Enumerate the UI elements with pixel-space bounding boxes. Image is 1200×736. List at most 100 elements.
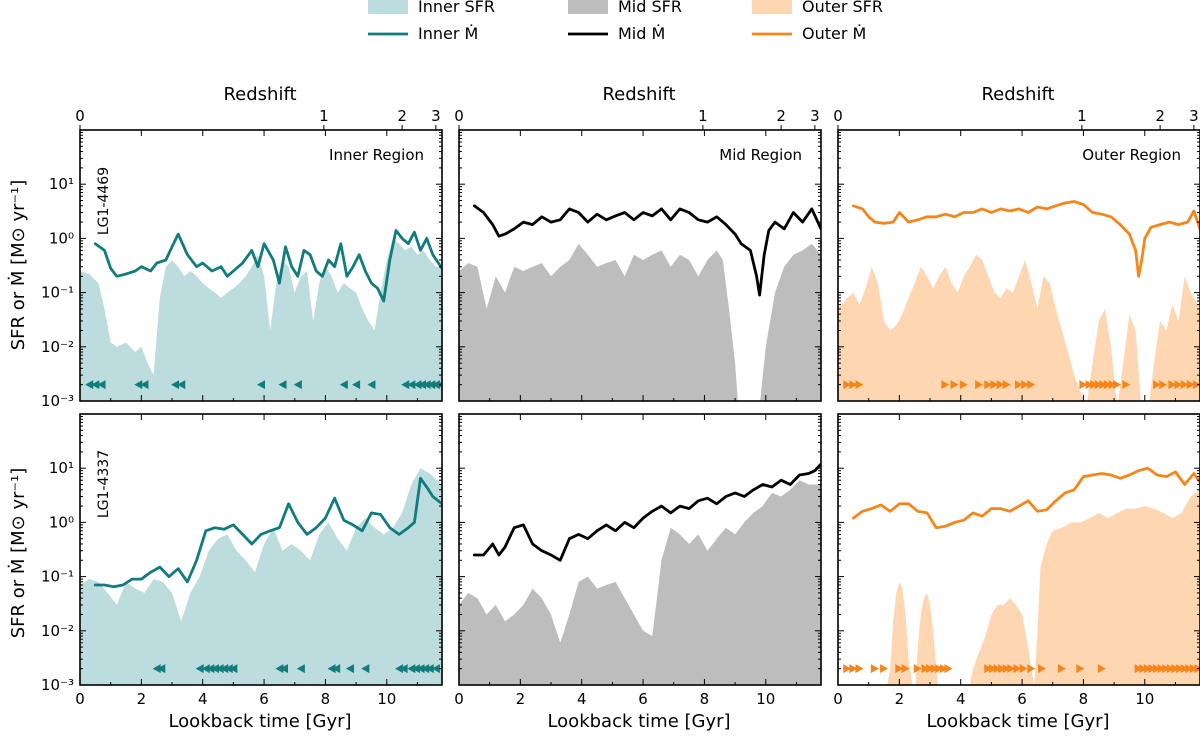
sfr-area bbox=[887, 489, 1200, 685]
legend-label: Outer SFR bbox=[802, 0, 883, 16]
flow-arrow-marker bbox=[293, 380, 302, 390]
flow-arrow-marker bbox=[195, 664, 204, 674]
flow-arrow-marker bbox=[1099, 380, 1108, 390]
redshift-tick-label: 2 bbox=[776, 107, 786, 125]
flow-arrow-marker bbox=[849, 664, 858, 674]
legend: Inner SFR Mid SFR Outer SFR Inner Ṁ Mid Ṁ Out… bbox=[368, 0, 883, 43]
flow-arrow-marker bbox=[1027, 664, 1036, 674]
flow-arrow-marker bbox=[1166, 664, 1175, 674]
redshift-tick-label: 2 bbox=[397, 107, 407, 125]
x-axis-label-outer: Lookback time [Gyr] bbox=[926, 711, 1109, 732]
y-tick-label: 10⁻² bbox=[41, 622, 74, 640]
panel-plot-area bbox=[80, 468, 442, 685]
x-tick-label: 2 bbox=[137, 690, 147, 708]
flow-arrow-marker bbox=[1085, 380, 1094, 390]
panel-plot-area bbox=[80, 229, 442, 401]
flow-arrow-marker bbox=[959, 380, 968, 390]
redshift-tick-label: 2 bbox=[1155, 107, 1165, 125]
mdot-line bbox=[93, 476, 442, 589]
flow-arrow-marker bbox=[1168, 380, 1177, 390]
flow-arrow-marker bbox=[427, 380, 436, 390]
flow-arrow-marker bbox=[950, 380, 959, 390]
flow-arrow-marker bbox=[278, 380, 287, 390]
flow-arrow-marker bbox=[431, 664, 440, 674]
flow-arrow-marker bbox=[411, 664, 420, 674]
y-tick-label: 10⁻¹ bbox=[41, 568, 74, 586]
flow-arrow-marker bbox=[993, 664, 1002, 674]
x-tick-label: 2 bbox=[895, 690, 905, 708]
flow-arrow-marker bbox=[220, 664, 229, 674]
flow-arrow-marker bbox=[1186, 380, 1195, 390]
flow-arrow-marker bbox=[1139, 664, 1148, 674]
flow-arrow-marker bbox=[85, 380, 94, 390]
flow-arrow-marker bbox=[1021, 380, 1030, 390]
flow-arrow-marker bbox=[1097, 664, 1106, 674]
flow-arrow-marker bbox=[901, 664, 910, 674]
flow-arrow-marker bbox=[1122, 380, 1131, 390]
panel-mid-top: 0 1 2 3 bbox=[454, 107, 822, 402]
panel-plot-area bbox=[459, 462, 821, 685]
flow-arrow-marker bbox=[395, 664, 404, 674]
flow-arrow-marker bbox=[996, 380, 1005, 390]
flow-arrow-marker bbox=[425, 664, 434, 674]
flow-arrow-marker bbox=[201, 664, 210, 674]
redshift-label-inner: Redshift bbox=[223, 84, 296, 105]
redshift-tick-label: 3 bbox=[431, 107, 441, 125]
region-title-mid: Mid Region bbox=[719, 146, 802, 164]
legend-swatch-fill bbox=[368, 0, 408, 14]
legend-label: Mid SFR bbox=[618, 0, 682, 16]
flow-arrow-marker bbox=[843, 380, 852, 390]
flow-arrow-marker bbox=[1174, 380, 1183, 390]
galaxy-label-top: LG1-4469 bbox=[96, 167, 112, 235]
flow-arrow-marker bbox=[91, 380, 100, 390]
mdot-line bbox=[93, 229, 442, 303]
mdot-line bbox=[472, 462, 821, 562]
y-tick-label: 10¹ bbox=[49, 459, 74, 477]
flow-arrow-marker bbox=[345, 664, 354, 674]
panel-inner-bottom: 0 2 4 6 8 10 10⁻³ 10⁻² 10⁻¹ 10⁰ 10¹ bbox=[41, 413, 443, 708]
flow-arrow-marker bbox=[367, 380, 376, 390]
region-title-inner: Inner Region bbox=[329, 146, 424, 164]
y-tick-label: 10⁻¹ bbox=[41, 284, 74, 302]
panel-plot-area bbox=[843, 466, 1200, 685]
y-axis-label-top: SFR or Ṁ [M⊙ yr⁻¹] bbox=[8, 180, 29, 351]
flow-arrow-marker bbox=[407, 664, 416, 674]
panel-outer-top: 0 1 2 3 bbox=[833, 107, 1200, 402]
flow-arrow-marker bbox=[1143, 664, 1152, 674]
sfr-area bbox=[80, 238, 442, 401]
mdot-line bbox=[851, 200, 1200, 278]
x-tick-label: 10 bbox=[756, 690, 775, 708]
flow-arrow-marker bbox=[206, 664, 215, 674]
flow-arrow-marker bbox=[895, 664, 904, 674]
redshift-label-outer: Redshift bbox=[981, 84, 1054, 105]
flow-arrow-marker bbox=[975, 380, 984, 390]
sfr-area bbox=[459, 480, 821, 685]
flow-arrow-marker bbox=[296, 664, 305, 674]
flow-arrow-marker bbox=[224, 664, 233, 674]
flow-arrow-marker bbox=[229, 664, 238, 674]
x-tick-label: 2 bbox=[516, 690, 526, 708]
flow-arrow-marker bbox=[275, 664, 284, 674]
galaxy-label-bottom: LG1-4337 bbox=[96, 450, 112, 518]
legend-label: Outer Ṁ bbox=[802, 24, 866, 43]
flow-arrow-marker bbox=[1013, 664, 1022, 674]
flow-arrow-marker bbox=[339, 380, 348, 390]
flow-arrow-marker bbox=[1103, 380, 1112, 390]
flow-arrow-marker bbox=[939, 664, 948, 674]
flow-arrow-marker bbox=[418, 380, 427, 390]
flow-arrow-marker bbox=[1057, 664, 1066, 674]
flow-arrow-marker bbox=[1108, 380, 1117, 390]
flow-arrow-marker bbox=[880, 664, 889, 674]
flow-arrow-marker bbox=[431, 380, 440, 390]
redshift-tick-label: 1 bbox=[1077, 107, 1087, 125]
flow-arrow-marker bbox=[1159, 380, 1168, 390]
flow-arrow-marker bbox=[332, 664, 341, 674]
flow-arrow-marker bbox=[855, 664, 864, 674]
flow-arrow-marker bbox=[1153, 380, 1162, 390]
sfr-area bbox=[80, 468, 442, 685]
flow-arrow-marker bbox=[913, 664, 922, 674]
panel-inner-top: 10⁻³ 10⁻² 10⁻¹ 10⁰ 10¹ 0 1 2 3 bbox=[41, 107, 443, 410]
legend-label: Inner SFR bbox=[418, 0, 495, 16]
